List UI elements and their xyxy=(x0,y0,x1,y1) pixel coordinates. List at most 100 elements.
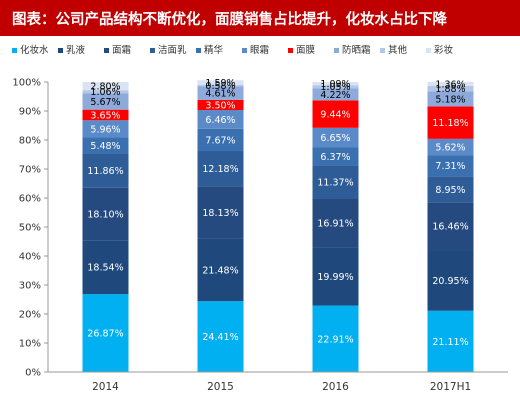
y-axis: 0% 10% 20% 30% 40% 50% 60% 70% 80% 90% 100% xyxy=(12,78,49,379)
data-label: 12.18% xyxy=(202,164,238,175)
bar-segment xyxy=(427,82,474,86)
bar-segment xyxy=(197,238,244,302)
bar-segment xyxy=(82,153,129,188)
bar-segment xyxy=(82,82,129,91)
y-tick-label: 30% xyxy=(19,281,41,292)
legend-swatch xyxy=(196,48,201,53)
legend-label: 洁面乳 xyxy=(158,44,187,56)
bar-segment xyxy=(197,99,244,111)
legend-label: 彩妆 xyxy=(434,44,454,56)
bar-segment xyxy=(197,151,244,187)
y-tick-label: 90% xyxy=(19,107,41,118)
data-label: 4.22% xyxy=(320,90,350,101)
bar-segment xyxy=(312,82,359,86)
chart-area: 化妆水 乳液 面霜 洁面乳 精华 眼霜 面膜 防晒霜 其他 彩妆 0% 10% 20% 30% 40% 50… xyxy=(0,36,520,410)
legend-swatch xyxy=(334,48,339,53)
data-label: 16.91% xyxy=(317,219,353,230)
bar-segment xyxy=(82,187,129,241)
chart-title: 图表：公司产品结构不断优化，面膜销售占比提升，化妆水占比下降 xyxy=(12,11,447,28)
bar-segment xyxy=(82,120,129,138)
bar-segment xyxy=(312,198,359,248)
bar-segment xyxy=(427,250,474,311)
x-tick-label: 2017H1 xyxy=(430,381,471,393)
bar-segment xyxy=(82,90,129,94)
bar-segment xyxy=(312,147,359,166)
data-label: 5.67% xyxy=(90,97,120,108)
bar-segment xyxy=(82,294,129,372)
data-label: 20.95% xyxy=(432,276,468,287)
legend-swatch xyxy=(150,48,155,53)
legend-label: 面膜 xyxy=(296,45,316,56)
data-label: 24.41% xyxy=(202,332,238,343)
y-tick-label: 20% xyxy=(19,310,41,321)
x-tick-label: 2014 xyxy=(92,381,119,393)
y-tick-label: 40% xyxy=(19,252,41,263)
bar-segment xyxy=(312,305,359,372)
bar-segment xyxy=(82,240,129,295)
bar-segment xyxy=(312,127,359,148)
data-label: 1.05% xyxy=(320,82,350,93)
bar-segment xyxy=(427,91,474,107)
data-label: 21.11% xyxy=(432,337,468,348)
data-label: 1.06% xyxy=(90,87,120,98)
data-label: 11.18% xyxy=(432,118,468,129)
x-tick-label: 2015 xyxy=(207,381,234,393)
legend-swatch xyxy=(242,48,247,53)
bar-segment xyxy=(197,84,244,87)
bar-segment xyxy=(312,100,359,128)
data-label: 19.99% xyxy=(317,272,353,283)
data-label: 1.59% xyxy=(205,78,235,89)
stacked-bar-chart: 化妆水 乳液 面霜 洁面乳 精华 眼霜 面膜 防晒霜 其他 彩妆 0% 10% 20% 30% 40% 50… xyxy=(12,44,508,393)
data-label: 7.67% xyxy=(205,135,235,146)
data-label: 7.31% xyxy=(435,161,465,172)
bar-segment xyxy=(312,88,359,101)
data-label: 4.61% xyxy=(205,89,235,100)
bar-segment xyxy=(312,85,359,89)
legend-swatch xyxy=(104,48,109,53)
data-label: 16.46% xyxy=(432,222,468,233)
y-tick-label: 60% xyxy=(19,194,41,205)
data-label: 22.91% xyxy=(317,334,353,345)
data-label: 3.65% xyxy=(90,110,120,121)
data-label: 11.37% xyxy=(317,178,353,189)
data-label: 26.87% xyxy=(87,329,123,340)
bar-segment xyxy=(197,186,244,239)
data-label: 6.65% xyxy=(320,133,350,144)
data-label: 5.48% xyxy=(90,141,120,152)
x-axis: 2014 2015 2016 2017H1 xyxy=(48,371,508,393)
legend-label: 其他 xyxy=(388,44,408,56)
legend-label: 防晒霜 xyxy=(342,44,371,56)
data-label: 5.96% xyxy=(90,124,120,135)
data-label: 5.18% xyxy=(435,94,465,105)
y-tick-label: 0% xyxy=(25,368,41,379)
data-label: 1.88% xyxy=(435,84,465,95)
bar-segment xyxy=(427,155,474,177)
data-label: 6.46% xyxy=(205,115,235,126)
data-label: 0.58% xyxy=(205,81,235,92)
chart-title-bar: 图表：公司产品结构不断优化，面膜销售占比提升，化妆水占比下降 xyxy=(0,0,520,36)
bar-segment xyxy=(312,165,359,199)
bar-segment xyxy=(312,247,359,306)
y-tick-label: 100% xyxy=(12,78,41,89)
bar-segment xyxy=(82,137,129,154)
y-tick-label: 80% xyxy=(19,136,41,147)
data-label: 18.10% xyxy=(87,210,123,221)
data-label: 21.48% xyxy=(202,266,238,277)
legend-swatch xyxy=(288,48,293,53)
legend-label: 化妆水 xyxy=(20,44,49,56)
bar-segment xyxy=(82,109,129,121)
bar-segment xyxy=(197,80,244,85)
legend-swatch xyxy=(426,48,431,53)
data-label: 6.37% xyxy=(320,152,350,163)
bar-segment xyxy=(427,310,474,372)
legend-label: 精华 xyxy=(204,44,224,56)
bar-segment xyxy=(427,106,474,139)
data-label: 8.95% xyxy=(435,185,465,196)
bar-segment xyxy=(427,85,474,92)
bars: 26.87% 18.54% 18.10% 11.86% 5.48% 5.96% 3.65% 5… xyxy=(82,78,474,372)
bar-segment xyxy=(427,176,474,203)
bar-segment xyxy=(427,138,474,156)
legend-swatch xyxy=(380,48,385,53)
legend-label: 眼霜 xyxy=(250,45,269,56)
legend: 化妆水 乳液 面霜 洁面乳 精华 眼霜 面膜 防晒霜 其他 彩妆 xyxy=(12,44,454,56)
